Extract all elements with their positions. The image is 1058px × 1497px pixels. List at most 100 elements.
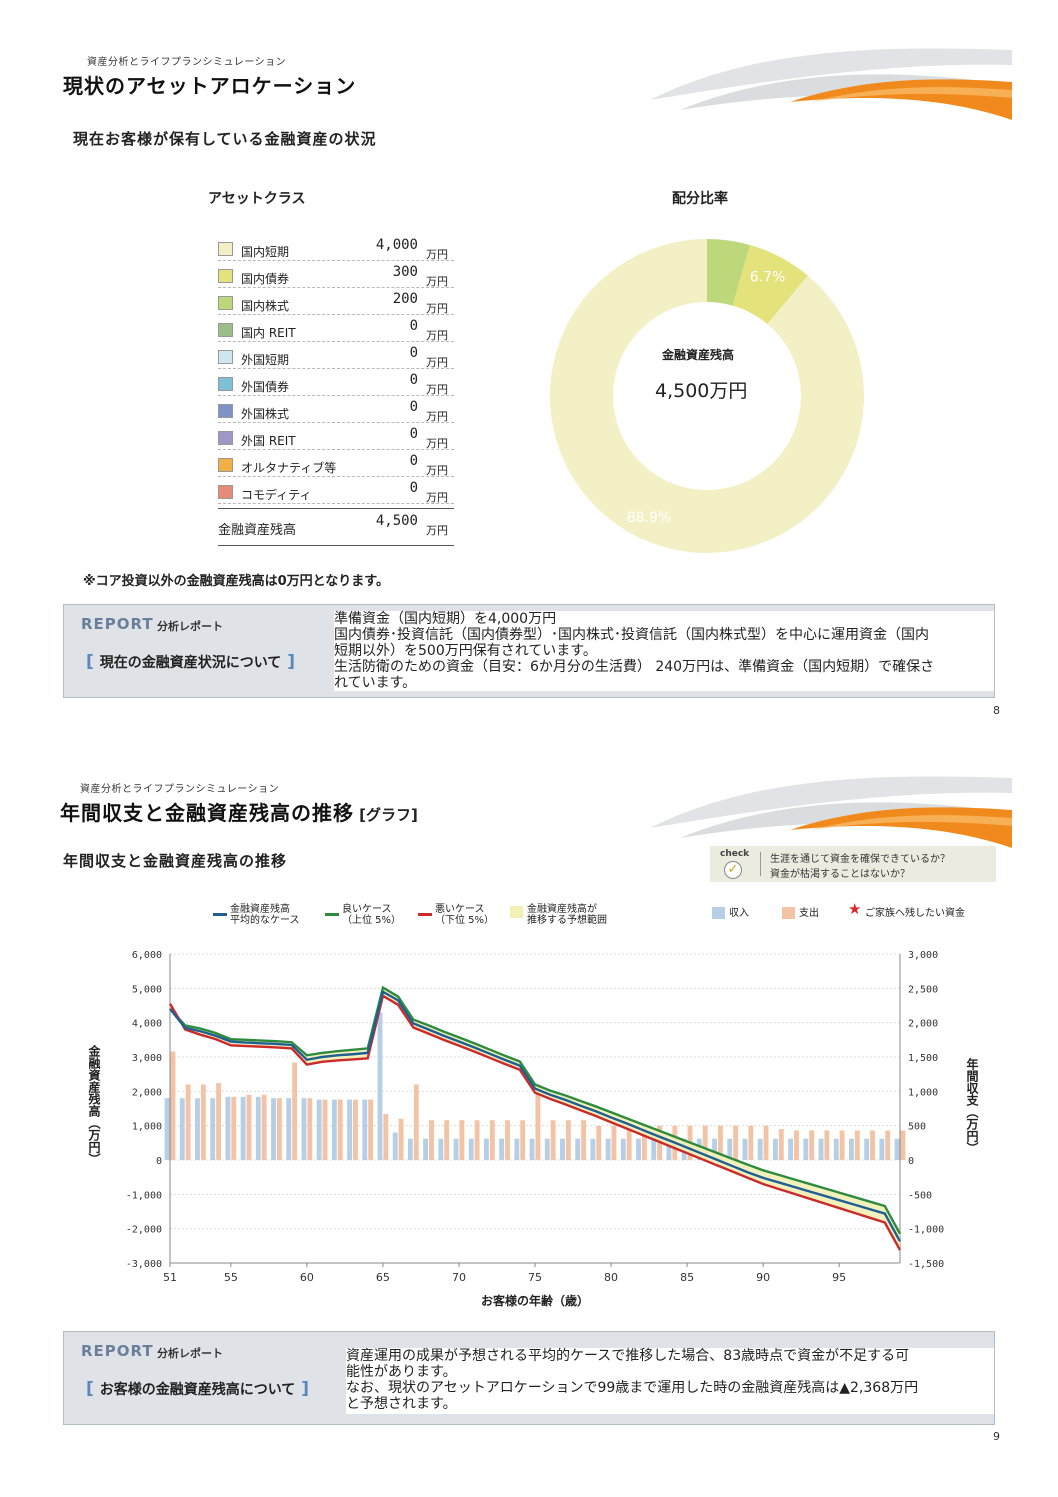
income-bar xyxy=(195,1098,200,1160)
legend-label-1: 支出 xyxy=(799,908,819,919)
income-bar xyxy=(727,1138,733,1160)
y2-tick-label: 3,000 xyxy=(908,950,938,961)
expense-bar xyxy=(854,1130,860,1160)
x-tick-label: 90 xyxy=(756,1271,770,1284)
page-number: 8 xyxy=(993,704,1000,717)
income-bar xyxy=(377,1012,383,1160)
expense-bar xyxy=(809,1130,815,1160)
y-tick-label: 3,000 xyxy=(132,1053,162,1064)
x-axis-label: お客様の年齢（歳） xyxy=(481,1293,589,1308)
asset-value: 4,000 xyxy=(375,237,418,253)
asset-value: 0 xyxy=(409,372,418,388)
y2-tick-label: 2,000 xyxy=(908,1019,938,1030)
asset-unit: 万円 xyxy=(426,329,448,342)
page-number: 9 xyxy=(993,1430,1000,1443)
asset-row: 国内 REIT 0 万円 xyxy=(218,314,454,342)
legend-item: 金融資産残高が 推移する予想範囲 xyxy=(510,904,607,926)
income-bar xyxy=(803,1138,809,1160)
asset-name: 外国債券 xyxy=(241,380,290,394)
expense-bar xyxy=(535,1084,541,1160)
expense-bar xyxy=(611,1125,617,1160)
asset-value: 0 xyxy=(409,426,418,442)
income-bar xyxy=(255,1096,261,1160)
legend-label-1: 良いケース xyxy=(342,904,392,915)
y2-tick-label: -1,000 xyxy=(908,1225,944,1236)
y-tick-label: 5,000 xyxy=(132,984,162,995)
expense-bar xyxy=(276,1098,282,1160)
income-bar xyxy=(742,1138,748,1160)
expense-bar xyxy=(839,1130,845,1160)
report-label-jp: 分析レポート xyxy=(157,1347,223,1360)
x-tick-label: 70 xyxy=(452,1271,466,1284)
asset-value: 0 xyxy=(409,345,418,361)
y2-axis-label: 年間収支（万円） xyxy=(965,1057,979,1154)
income-bar xyxy=(560,1138,565,1160)
expense-bar xyxy=(200,1084,206,1160)
legend-label-1: 悪いケース xyxy=(435,904,485,915)
legend-item: 金融資産残高 平均的なケース xyxy=(213,904,300,926)
donut-slice xyxy=(732,244,808,324)
asset-color-swatch xyxy=(218,485,233,499)
asset-unit: 万円 xyxy=(426,491,448,504)
income-bar xyxy=(316,1099,322,1160)
asset-total-row: 金融資産残高 4,500 万円 xyxy=(218,508,454,546)
report-box-balance: REPORT 分析レポート [ お客様の金融資産残高について ] 資産運用の成果… xyxy=(63,1331,995,1425)
income-bar xyxy=(210,1098,216,1160)
legend-label-1: 収入 xyxy=(729,908,749,919)
asset-unit: 万円 xyxy=(426,437,448,450)
section-subtitle: 現在お客様が保有している金融資産の状況 xyxy=(73,130,377,148)
expense-bar xyxy=(292,1062,298,1160)
income-bar xyxy=(438,1138,444,1160)
y2-tick-label: 0 xyxy=(908,1156,914,1167)
legend-box-marker xyxy=(510,906,523,918)
income-bar xyxy=(331,1099,337,1160)
expense-bar xyxy=(550,1120,556,1160)
income-bar xyxy=(772,1138,778,1160)
report-line: 能性があります。 xyxy=(346,1364,457,1380)
expense-bar xyxy=(170,1051,176,1160)
income-bar xyxy=(879,1138,885,1160)
income-bar xyxy=(818,1138,824,1160)
income-bar xyxy=(179,1098,185,1160)
asset-color-swatch xyxy=(218,350,233,364)
asset-unit: 万円 xyxy=(426,302,448,315)
asset-color-swatch xyxy=(218,404,233,418)
expense-bar xyxy=(702,1125,708,1160)
checkmark-icon: ✓ xyxy=(724,861,742,879)
income-bar xyxy=(651,1138,657,1160)
report-subject-text: お客様の金融資産残高について xyxy=(99,1382,296,1398)
series-line xyxy=(169,985,902,1235)
allocation-donut-chart: 6.7% 88.9% xyxy=(550,239,864,553)
expense-bar xyxy=(429,1120,434,1160)
income-bar xyxy=(788,1138,794,1160)
core-investment-note: ※コア投資以外の金融資産残高は0万円となります。 xyxy=(83,574,389,589)
expense-bar xyxy=(337,1099,343,1160)
income-bar xyxy=(499,1138,505,1160)
asset-name: 国内 REIT xyxy=(241,326,296,340)
expense-bar xyxy=(489,1120,495,1160)
page-title-suffix: [グラフ] xyxy=(359,806,418,824)
page-title: 現状のアセットアロケーション xyxy=(63,74,357,98)
check-badge: check xyxy=(720,849,750,859)
asset-color-swatch xyxy=(218,431,233,445)
income-bar xyxy=(423,1138,429,1160)
expense-bar xyxy=(216,1083,221,1160)
check-line-1: 生涯を通じて資金を確保できているか？ xyxy=(770,854,950,865)
asset-name: 国内債券 xyxy=(241,272,290,286)
report-line: 資産運用の成果が予想される平均的ケースで推移した場合、83歳時点で資金が不足する… xyxy=(346,1348,910,1364)
legend-item: ★ ご家族へ残したい資金 xyxy=(848,902,965,920)
expense-bar xyxy=(474,1120,480,1160)
expense-bar xyxy=(565,1120,571,1160)
asset-color-swatch xyxy=(218,269,233,283)
expense-bar xyxy=(733,1125,739,1160)
y-tick-label: 4,000 xyxy=(132,1019,162,1030)
report-label-jp: 分析レポート xyxy=(157,620,223,633)
legend-line-marker xyxy=(213,913,227,916)
asset-row: 外国短期 0 万円 xyxy=(218,341,454,369)
asset-name: 外国株式 xyxy=(241,407,290,421)
expense-bar xyxy=(794,1130,799,1160)
asset-color-swatch xyxy=(218,458,233,472)
y2-tick-label: 500 xyxy=(908,1122,926,1133)
income-bar xyxy=(590,1138,596,1160)
donut-slice xyxy=(550,239,864,553)
